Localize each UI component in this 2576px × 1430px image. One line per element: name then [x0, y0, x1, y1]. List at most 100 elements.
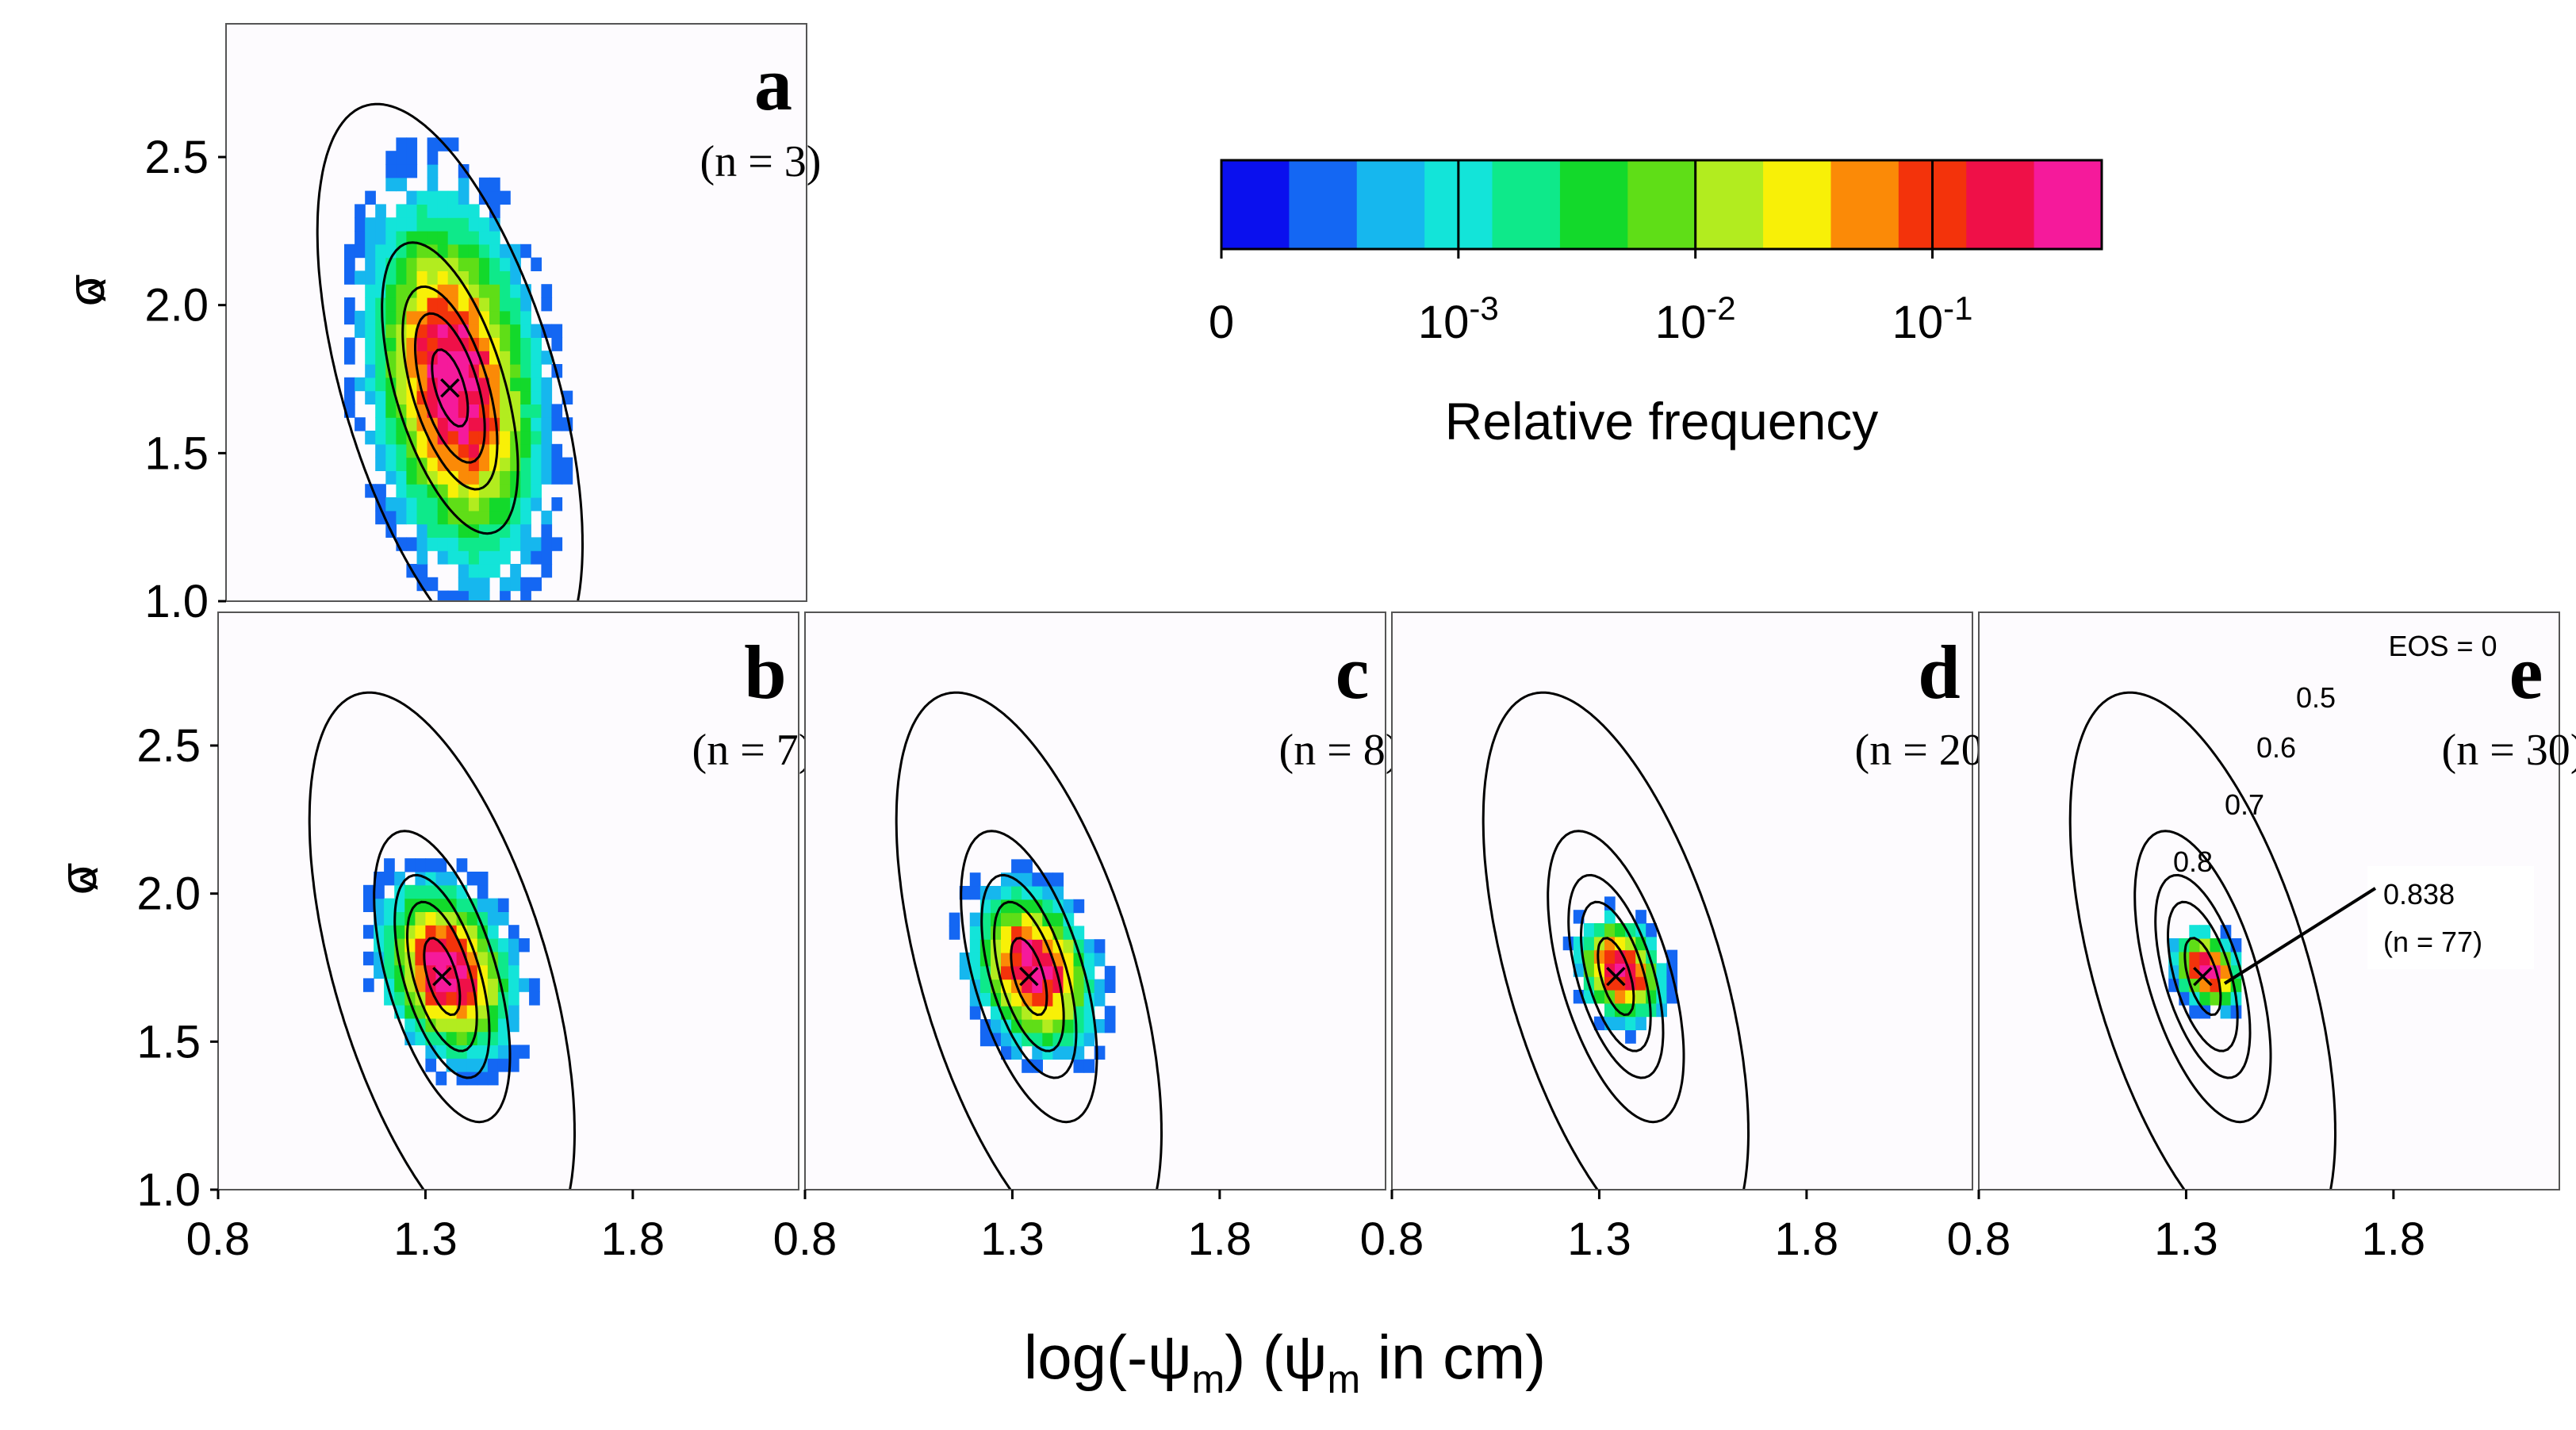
- heatmap-cell: [416, 364, 428, 378]
- heatmap-cell: [489, 257, 500, 271]
- contour-line: [393, 873, 491, 1079]
- heatmap-cell: [510, 324, 521, 338]
- heatmap-cell: [477, 1005, 489, 1019]
- heatmap-cell: [500, 431, 511, 445]
- heatmap-cell: [520, 351, 531, 365]
- y-axis-label: σ: [48, 863, 107, 895]
- heatmap-cell: [396, 324, 408, 338]
- heatmap-cell: [1022, 872, 1033, 887]
- heatmap-cell: [416, 351, 428, 365]
- heatmap-cell: [355, 243, 366, 259]
- panel-c: c (n = 8) 0.8 1.3 1.8: [773, 611, 1400, 1265]
- heatmap-cell: [437, 204, 449, 218]
- heatmap-cell: [551, 470, 563, 485]
- heatmap-cell: [344, 257, 355, 271]
- contour-line: [980, 873, 1078, 1079]
- heatmap-cell: [520, 390, 531, 404]
- heatmap-cell: [1032, 1019, 1043, 1033]
- heatmap-cell: [1032, 939, 1043, 953]
- heatmap-cell: [959, 965, 971, 980]
- heatmap-cell: [427, 257, 439, 271]
- heatmap-cell: [437, 510, 449, 525]
- heatmap-cell: [458, 564, 470, 578]
- heatmap-cell: [435, 898, 447, 912]
- heatmap-cell: [520, 470, 531, 485]
- heatmap-cell: [1625, 949, 1636, 964]
- heatmap-cell: [477, 1072, 489, 1086]
- heatmap-cell: [979, 1019, 991, 1033]
- heatmap-cell: [520, 297, 531, 312]
- heatmap-cell: [363, 978, 374, 992]
- heatmap-cell: [365, 231, 376, 245]
- heatmap-cell: [520, 417, 531, 431]
- heatmap-cell: [531, 431, 542, 445]
- heatmap-cell: [375, 204, 386, 218]
- heatmap-cell: [1022, 912, 1033, 926]
- colorbar-swatch: [1492, 160, 1561, 249]
- heatmap-cell: [1063, 992, 1075, 1006]
- heatmap-cell: [396, 257, 408, 271]
- heatmap-cell: [1104, 965, 1116, 980]
- heatmap-cell: [456, 964, 468, 979]
- heatmap-cell: [1583, 923, 1595, 937]
- heatmap-cell: [416, 217, 428, 232]
- peak-pointer: [2223, 887, 2377, 985]
- heatmap-cell: [541, 431, 553, 445]
- contour-line: [2133, 830, 2272, 1124]
- peak-n-label: (n = 77): [2383, 926, 2482, 958]
- heatmap-cell: [363, 884, 374, 899]
- heatmap-cell: [456, 991, 468, 1006]
- heatmap-cell: [1001, 1045, 1012, 1060]
- heatmap-cell: [562, 470, 573, 485]
- heatmap-cell: [520, 310, 531, 325]
- heatmap-cell: [979, 992, 991, 1006]
- heatmap-cell: [468, 243, 480, 259]
- heatmap-cell: [396, 377, 408, 392]
- heatmap-cell: [416, 523, 428, 538]
- heatmap-cell: [500, 310, 511, 325]
- heatmap-cell: [489, 324, 500, 338]
- heatmap-cell: [406, 243, 418, 259]
- heatmap-cell: [1604, 1003, 1616, 1018]
- heatmap-cell: [1656, 963, 1667, 977]
- heatmap-cell: [468, 564, 480, 578]
- heatmap-cell: [1001, 965, 1012, 980]
- contour-line: [2167, 900, 2239, 1052]
- true-value-marker: [440, 378, 460, 398]
- heatmap-cell: [519, 1045, 530, 1059]
- y-tick-label: 1.5: [136, 1016, 201, 1068]
- heatmap-cell: [489, 231, 500, 245]
- heatmap-cell: [500, 351, 511, 365]
- heatmap-cell: [447, 404, 459, 418]
- heatmap-cell: [437, 231, 449, 245]
- x-tick-label: 1.3: [2154, 1213, 2218, 1265]
- heatmap-cell: [447, 204, 459, 218]
- heatmap-cell: [541, 351, 553, 365]
- heatmap-cell: [406, 457, 418, 471]
- heatmap-cell: [447, 431, 459, 445]
- y-tick-label: 1.0: [144, 576, 209, 627]
- heatmap-cell: [2220, 991, 2232, 1006]
- plot-frame: [1978, 611, 2560, 1190]
- x-tick-label: 1.3: [1567, 1213, 1631, 1265]
- heatmap-cell: [1094, 953, 1106, 967]
- heatmap-cell: [1625, 1016, 1636, 1030]
- heatmap-cell: [396, 151, 408, 165]
- heatmap-cell: [500, 270, 511, 285]
- contour-line: [2068, 691, 2336, 1190]
- contour-level-label: 0.5: [2296, 681, 2336, 714]
- heatmap-cell: [425, 951, 437, 966]
- heatmap-cell: [489, 270, 500, 285]
- heatmap-cell: [487, 978, 499, 992]
- heatmap-cell: [991, 926, 1002, 940]
- heatmap-cell: [468, 510, 480, 525]
- heatmap-cell: [487, 1045, 499, 1059]
- heatmap-cell: [510, 510, 521, 525]
- heatmap-cell: [478, 337, 490, 351]
- heatmap-cell: [385, 510, 397, 525]
- heatmap-cell: [427, 137, 439, 151]
- heatmap-cell: [425, 1058, 437, 1072]
- heatmap-cell: [416, 443, 428, 458]
- heatmap-cell: [508, 951, 519, 966]
- heatmap-cell: [456, 1058, 468, 1072]
